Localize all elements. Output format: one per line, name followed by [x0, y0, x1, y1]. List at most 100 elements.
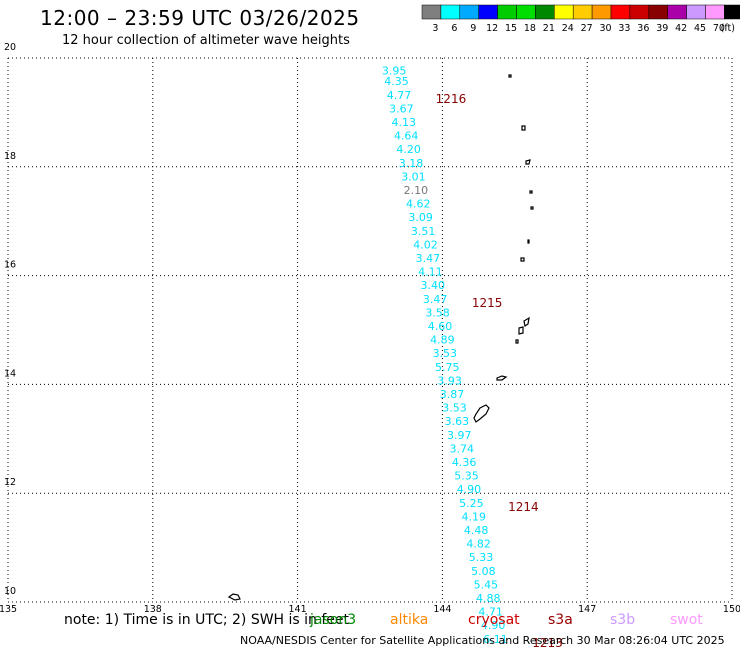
- lon-tick-label: 135: [0, 604, 17, 615]
- island-outline: [496, 375, 508, 381]
- swh-value-label: 6.11: [483, 633, 508, 646]
- swh-value-label: 5.45: [474, 578, 499, 591]
- footer-note: note: 1) Time is in UTC; 2) SWH is in fe…: [64, 612, 350, 628]
- swh-value-label: 4.48: [464, 524, 489, 537]
- swh-value-label: 3.93: [437, 374, 462, 387]
- swh-value-label: 4.35: [384, 75, 409, 88]
- satellite-legend-swot: swot: [670, 612, 703, 628]
- swh-value-label: 4.02: [413, 238, 438, 251]
- lon-tick-label: 150: [723, 604, 740, 615]
- swh-value-label: 4.64: [394, 130, 419, 143]
- swh-value-label: 4.36: [452, 456, 477, 469]
- swh-value-label: 3.01: [401, 170, 426, 183]
- island-outline: [473, 404, 490, 423]
- island-outline: [523, 316, 530, 327]
- swh-value-label: 4.62: [406, 198, 431, 211]
- swh-value-label: 4.77: [387, 89, 412, 102]
- swh-value-label: 5.75: [435, 361, 460, 374]
- colorbar-tick-label: 24: [562, 23, 574, 34]
- time-label: 1216: [436, 92, 467, 106]
- swh-value-label: 3.47: [423, 293, 448, 306]
- page-subtitle: 12 hour collection of altimeter wave hei…: [62, 33, 350, 48]
- island-outline: [525, 159, 531, 165]
- colorbar-tick-label: 12: [486, 23, 498, 34]
- swh-value-label: 3.58: [425, 306, 450, 319]
- satellite-legend-s3a: s3a: [548, 612, 573, 628]
- lat-tick-label: 14: [4, 368, 16, 379]
- island-outline: [521, 125, 526, 131]
- colorbar-tick-label: 15: [505, 23, 517, 34]
- island-outline: [527, 239, 530, 244]
- island-outline: [530, 206, 534, 210]
- swh-value-label: 5.35: [454, 470, 479, 483]
- swh-value-label: 4.13: [392, 116, 417, 129]
- swh-value-label: 4.90: [481, 619, 506, 632]
- swh-value-label: 4.89: [430, 334, 455, 347]
- swh-value-label: 5.08: [471, 565, 496, 578]
- colorbar-tick-label: 9: [470, 23, 476, 34]
- satellite-legend-jason3: jason3: [310, 612, 357, 628]
- swh-value-label: 4.82: [466, 538, 491, 551]
- colorbar-tick-label: 39: [656, 23, 668, 34]
- swh-value-label: 3.67: [389, 102, 414, 115]
- colorbar-tick-label: 3: [432, 23, 438, 34]
- colorbar-tick-label: 33: [618, 23, 630, 34]
- satellite-legend-s3b: s3b: [610, 612, 636, 628]
- page-title: 12:00 – 23:59 UTC 03/26/2025: [40, 6, 360, 30]
- swh-value-label: 3.53: [442, 402, 467, 415]
- swh-value-label: 3.51: [411, 225, 436, 238]
- lon-tick-label: 147: [578, 604, 596, 615]
- satellite-legend-altika: altika: [390, 612, 429, 628]
- colorbar-tick-label: 70: [713, 23, 725, 34]
- swh-value-label: 5.33: [469, 551, 494, 564]
- time-label: 1215: [472, 296, 503, 310]
- time-label: 1213: [532, 636, 563, 650]
- time-label: 1214: [508, 500, 539, 514]
- colorbar-tick-label: 6: [451, 23, 457, 34]
- swh-value-label: 3.74: [449, 442, 474, 455]
- swh-value-label: 4.88: [476, 592, 501, 605]
- swh-value-label: 4.90: [457, 483, 482, 496]
- island-outline: [508, 74, 512, 78]
- swh-value-label: 4.20: [396, 143, 421, 156]
- lat-tick-label: 10: [4, 586, 16, 597]
- colorbar: 3 6 9 12 15 18 21 24 27 30 33 36 39 42 45 70(ft): [421, 4, 740, 34]
- swh-value-label: 3.47: [416, 252, 441, 265]
- lon-tick-label: 138: [144, 604, 162, 615]
- island-outline: [529, 190, 533, 194]
- swh-value-label: 3.97: [447, 429, 472, 442]
- island-outline: [518, 326, 524, 335]
- colorbar-tick-label: 30: [600, 23, 612, 34]
- island-outline: [520, 257, 525, 262]
- lat-tick-label: 20: [4, 42, 16, 53]
- swh-value-label: 3.18: [399, 157, 424, 170]
- colorbar-tick-label: 27: [581, 23, 593, 34]
- swh-value-label: 5.25: [459, 497, 484, 510]
- lat-tick-label: 12: [4, 477, 16, 488]
- footer-credit: NOAA/NESDIS Center for Satellite Applica…: [240, 634, 725, 647]
- lon-tick-label: 144: [433, 604, 451, 615]
- swh-value-label: 3.95: [382, 64, 407, 77]
- swh-value-label: 4.11: [418, 266, 443, 279]
- colorbar-swatch: [724, 4, 740, 20]
- colorbar-tick-label: 21: [543, 23, 555, 34]
- island-outline: [515, 339, 519, 344]
- lat-tick-label: 16: [4, 260, 16, 271]
- satellite-legend-cryosat: cryosat: [468, 612, 520, 628]
- colorbar-tick-label: 36: [637, 23, 649, 34]
- swh-value-label: 2.10: [404, 184, 429, 197]
- lon-tick-label: 141: [289, 604, 307, 615]
- swh-value-label: 3.40: [420, 279, 445, 292]
- swh-value-label: 4.71: [478, 606, 503, 619]
- island-outline: [227, 593, 241, 601]
- swh-value-label: 3.09: [408, 211, 433, 224]
- colorbar-tick-label: 42: [675, 23, 687, 34]
- colorbar-tick-label: 45: [694, 23, 706, 34]
- colorbar-unit: (ft): [721, 23, 735, 34]
- swh-value-label: 3.53: [433, 347, 458, 360]
- lat-tick-label: 18: [4, 151, 16, 162]
- colorbar-tick-label: 18: [524, 23, 536, 34]
- swh-value-label: 3.87: [440, 388, 465, 401]
